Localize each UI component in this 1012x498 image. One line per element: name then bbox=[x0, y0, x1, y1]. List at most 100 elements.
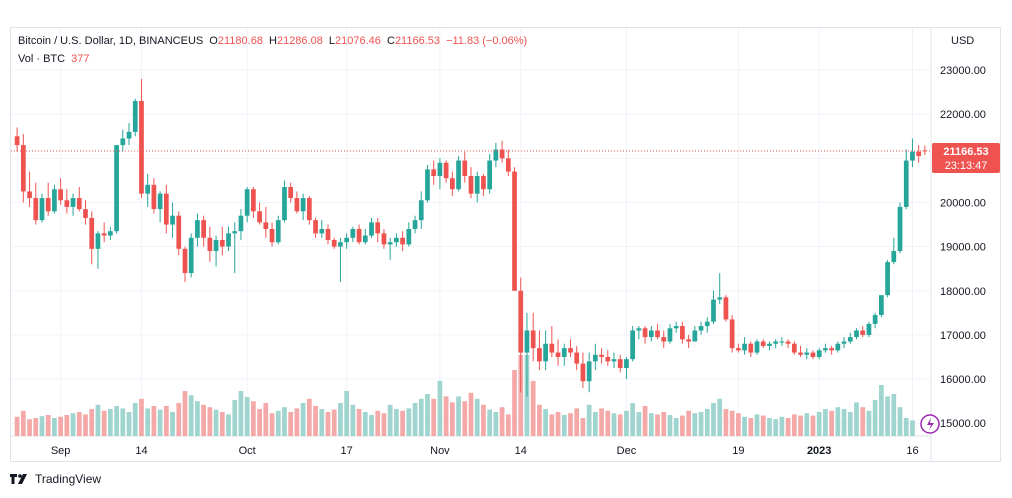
candle-body bbox=[916, 151, 922, 157]
x-tick-label: Oct bbox=[239, 445, 256, 457]
candle-body bbox=[269, 228, 275, 243]
candle-body bbox=[717, 297, 723, 300]
volume-bar bbox=[437, 380, 443, 436]
symbol-name[interactable]: Bitcoin / U.S. Dollar, 1D, BINANCEUS bbox=[18, 35, 204, 47]
chart-frame[interactable]: 23000.0022000.0021000.0020000.0019000.00… bbox=[10, 27, 1001, 462]
x-tick-label: 2023 bbox=[807, 445, 831, 457]
volume-bar bbox=[692, 413, 698, 436]
candle-body bbox=[58, 189, 63, 201]
volume-bar bbox=[139, 398, 144, 436]
volume-bar bbox=[269, 413, 275, 436]
clock-icon-bolt bbox=[927, 418, 934, 430]
volume-bar bbox=[27, 419, 32, 436]
candle-body bbox=[791, 343, 797, 353]
volume-bar bbox=[431, 398, 437, 436]
volume-bar bbox=[64, 415, 70, 436]
candle-body bbox=[176, 215, 182, 249]
volume-bar bbox=[89, 409, 95, 436]
candle-body bbox=[611, 359, 617, 362]
candle-body bbox=[636, 328, 642, 331]
volume-bar bbox=[362, 412, 368, 436]
x-tick-label: 17 bbox=[341, 445, 353, 457]
volume-bar bbox=[617, 414, 623, 436]
volume-bar bbox=[735, 413, 741, 436]
candle-body bbox=[505, 158, 511, 172]
candle-body bbox=[163, 193, 169, 225]
volume-bar bbox=[810, 415, 816, 436]
brand-name: TradingView bbox=[35, 472, 102, 486]
volume-bar bbox=[866, 410, 872, 436]
candle-body bbox=[132, 100, 138, 132]
volume-bar bbox=[120, 408, 126, 436]
candle-body bbox=[375, 222, 381, 234]
candle-body bbox=[101, 233, 107, 236]
volume-bar bbox=[791, 414, 797, 436]
volume-label[interactable]: Vol · BTC bbox=[18, 53, 66, 65]
candle-body bbox=[76, 198, 82, 210]
volume-bar bbox=[319, 409, 325, 436]
candle-body bbox=[879, 295, 884, 316]
candle-body bbox=[313, 220, 318, 234]
candle-body bbox=[331, 240, 337, 247]
volume-bar bbox=[170, 412, 175, 436]
y-tick-label: 15000.00 bbox=[940, 418, 986, 430]
candle-body bbox=[574, 352, 580, 364]
candle-body bbox=[45, 198, 51, 212]
candle-body bbox=[207, 237, 213, 252]
candle-body bbox=[338, 242, 343, 247]
volume-bar bbox=[698, 412, 704, 436]
y-tick-label: 19000.00 bbox=[940, 242, 986, 254]
candle-body bbox=[325, 228, 331, 240]
volume-bar bbox=[505, 414, 511, 436]
candle-body bbox=[561, 348, 567, 357]
volume-bar bbox=[841, 409, 847, 436]
candle-body bbox=[319, 228, 325, 234]
clock-icon[interactable] bbox=[920, 414, 940, 434]
y-tick-label: 20000.00 bbox=[940, 197, 986, 209]
volume-bar bbox=[655, 414, 660, 436]
volume-bar bbox=[493, 412, 499, 436]
volume-bar bbox=[903, 418, 909, 436]
volume-bar bbox=[872, 400, 878, 436]
candle-body bbox=[804, 352, 810, 355]
y-tick-label: 16000.00 bbox=[940, 374, 986, 386]
x-tick-label: 14 bbox=[135, 445, 147, 457]
high-label: H bbox=[269, 35, 277, 47]
volume-bar bbox=[754, 414, 760, 436]
candle-body bbox=[449, 178, 455, 190]
candle-body bbox=[841, 341, 847, 344]
volume-bar bbox=[742, 416, 747, 436]
volume-bar bbox=[779, 416, 785, 436]
volume-bar bbox=[58, 416, 63, 436]
candle-body bbox=[126, 131, 132, 139]
volume-bar bbox=[885, 396, 890, 436]
candle-body bbox=[760, 341, 766, 346]
volume-bar bbox=[132, 403, 138, 436]
candle-body bbox=[885, 262, 890, 296]
volume-bar bbox=[20, 410, 26, 436]
volume-bar bbox=[860, 407, 866, 436]
candle-body bbox=[251, 189, 256, 212]
volume-bar bbox=[481, 404, 486, 436]
volume-bar bbox=[14, 416, 20, 436]
volume-bar bbox=[897, 407, 903, 436]
candle-body bbox=[145, 184, 151, 194]
volume-bar bbox=[163, 406, 169, 436]
volume-bar bbox=[394, 409, 399, 436]
candle-body bbox=[456, 160, 461, 190]
volume-bar bbox=[425, 394, 430, 436]
candle-body bbox=[487, 160, 493, 190]
candle-body bbox=[52, 189, 57, 212]
candle-body bbox=[350, 228, 356, 238]
candle-body bbox=[617, 359, 623, 368]
candle-body bbox=[592, 354, 598, 362]
candle-body bbox=[114, 145, 119, 232]
volume-bar bbox=[418, 398, 424, 436]
tradingview-branding[interactable]: TradingView bbox=[10, 472, 101, 486]
volume-bar bbox=[879, 385, 884, 436]
x-tick-label: Sep bbox=[51, 445, 71, 457]
candle-body bbox=[823, 348, 828, 351]
x-tick-label: Dec bbox=[617, 445, 637, 457]
candle-body bbox=[773, 341, 779, 344]
candlestick-chart[interactable]: 23000.0022000.0021000.0020000.0019000.00… bbox=[11, 28, 1000, 461]
